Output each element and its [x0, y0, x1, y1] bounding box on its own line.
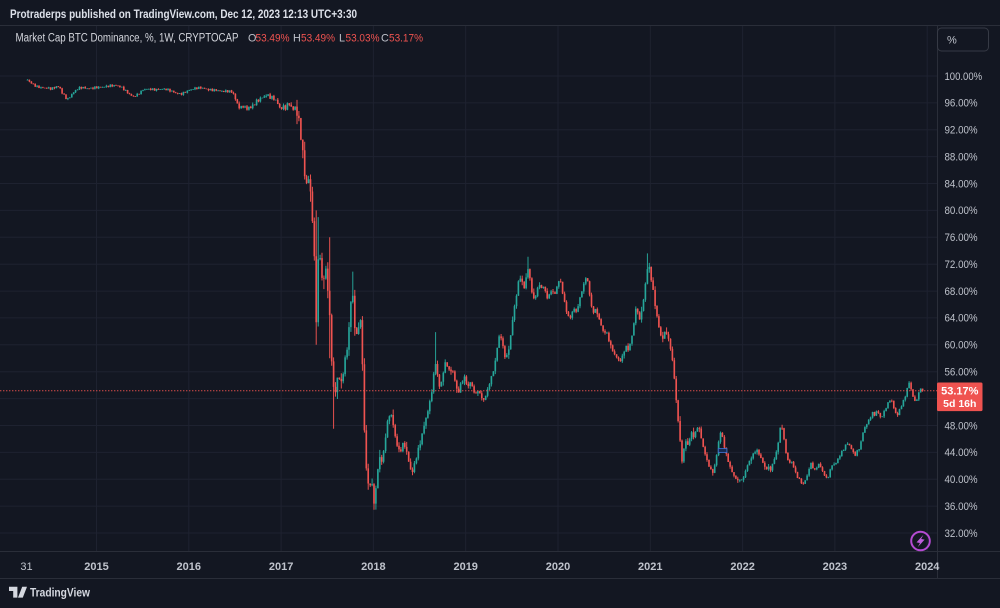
- svg-text:2024: 2024: [915, 561, 940, 573]
- svg-text:53.49%: 53.49%: [256, 33, 290, 45]
- svg-text:2021: 2021: [638, 561, 662, 573]
- svg-text:48.00%: 48.00%: [945, 420, 978, 432]
- svg-text:72.00%: 72.00%: [945, 259, 978, 271]
- svg-text:H: H: [293, 33, 301, 45]
- svg-text:96.00%: 96.00%: [945, 98, 978, 110]
- svg-text:L: L: [339, 33, 345, 45]
- svg-text:2018: 2018: [361, 561, 385, 573]
- svg-text:100.00%: 100.00%: [945, 71, 983, 83]
- svg-text:Protraderps published on Tradi: Protraderps published on TradingView.com…: [10, 9, 357, 21]
- svg-text:56.00%: 56.00%: [945, 367, 978, 379]
- svg-text:32.00%: 32.00%: [945, 528, 978, 540]
- svg-text:2023: 2023: [823, 561, 847, 573]
- svg-text:5d 16h: 5d 16h: [943, 398, 976, 410]
- svg-text:Market Cap BTC Dominance, %, 1: Market Cap BTC Dominance, %, 1W, CRYPTOC…: [16, 33, 239, 45]
- svg-text:53.17%: 53.17%: [941, 385, 979, 397]
- svg-text:88.00%: 88.00%: [945, 151, 978, 163]
- svg-text:53.49%: 53.49%: [301, 33, 335, 45]
- svg-text:2016: 2016: [177, 561, 201, 573]
- svg-text:60.00%: 60.00%: [945, 340, 978, 352]
- svg-text:80.00%: 80.00%: [945, 205, 978, 217]
- svg-text:TradingView: TradingView: [30, 588, 90, 600]
- svg-text:%: %: [947, 35, 957, 47]
- svg-text:O: O: [248, 33, 256, 45]
- svg-text:68.00%: 68.00%: [945, 286, 978, 298]
- svg-text:76.00%: 76.00%: [945, 232, 978, 244]
- svg-text:31: 31: [20, 561, 32, 573]
- svg-text:53.17%: 53.17%: [389, 33, 423, 45]
- svg-text:64.00%: 64.00%: [945, 313, 978, 325]
- svg-text:84.00%: 84.00%: [945, 178, 978, 190]
- svg-text:44.00%: 44.00%: [945, 447, 978, 459]
- svg-text:C: C: [381, 33, 389, 45]
- svg-text:2022: 2022: [730, 561, 754, 573]
- svg-text:53.03%: 53.03%: [346, 33, 380, 45]
- svg-text:92.00%: 92.00%: [945, 125, 978, 137]
- svg-text:2015: 2015: [84, 561, 108, 573]
- svg-text:40.00%: 40.00%: [945, 474, 978, 486]
- svg-text:2017: 2017: [269, 561, 293, 573]
- svg-text:36.00%: 36.00%: [945, 501, 978, 513]
- svg-text:2020: 2020: [546, 561, 570, 573]
- svg-text:2019: 2019: [453, 561, 477, 573]
